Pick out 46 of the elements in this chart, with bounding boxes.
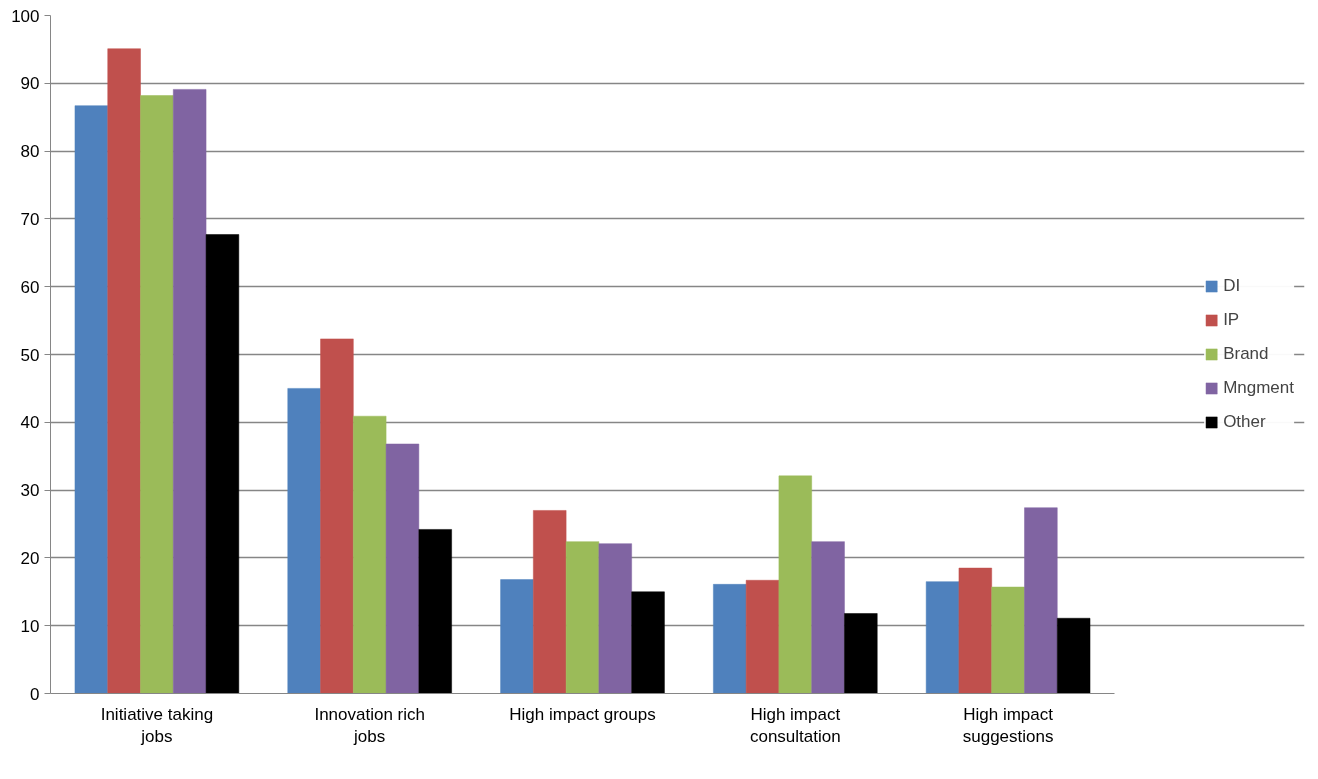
bar: [353, 415, 387, 694]
bar: [598, 543, 632, 694]
x-tick-label: Initiative taking jobs: [100, 704, 214, 747]
bar: [74, 105, 108, 694]
legend-label: Other: [1223, 412, 1266, 432]
bar: [991, 586, 1025, 694]
legend-label: IP: [1223, 310, 1241, 330]
y-tick-label: 10: [20, 616, 40, 636]
bar: [107, 48, 141, 694]
bar: [565, 541, 600, 694]
bar: [173, 89, 207, 694]
bar: [958, 567, 992, 694]
legend-label: Brand: [1223, 344, 1269, 364]
bar: [385, 443, 420, 694]
bar: [1057, 617, 1091, 694]
y-tick-label: 60: [20, 277, 40, 297]
bar: [811, 541, 845, 694]
bar: [140, 95, 174, 694]
bar: [1024, 507, 1058, 694]
x-tick-label: High impact suggestions: [962, 704, 1054, 747]
y-tick-label: 20: [20, 548, 40, 568]
bar: [320, 338, 354, 694]
bar: [287, 388, 321, 694]
legend-label: DI: [1223, 276, 1242, 296]
x-tick-label: High impact groups: [509, 704, 656, 724]
y-tick-label: 30: [20, 481, 40, 501]
y-tick-label: 0: [30, 684, 40, 704]
bar: [533, 510, 567, 694]
bar: [418, 529, 452, 694]
bar: [500, 579, 534, 694]
x-tick-label: Innovation rich jobs: [314, 704, 425, 747]
x-tick-label: High impact consultation: [749, 704, 841, 747]
y-tick-label: 40: [20, 413, 40, 433]
bar: [205, 234, 240, 694]
y-tick-label: 100: [11, 6, 40, 26]
y-tick-label: 70: [20, 209, 40, 229]
bar: [778, 475, 812, 694]
bar: [844, 613, 878, 694]
y-tick-label: 80: [20, 142, 40, 162]
bar: [713, 584, 747, 694]
bar: [925, 581, 960, 694]
bar: [745, 580, 780, 694]
legend-label: Mngment: [1223, 378, 1294, 398]
y-tick-label: 50: [20, 345, 40, 365]
y-tick-label: 90: [20, 74, 40, 94]
bar: [631, 591, 665, 694]
